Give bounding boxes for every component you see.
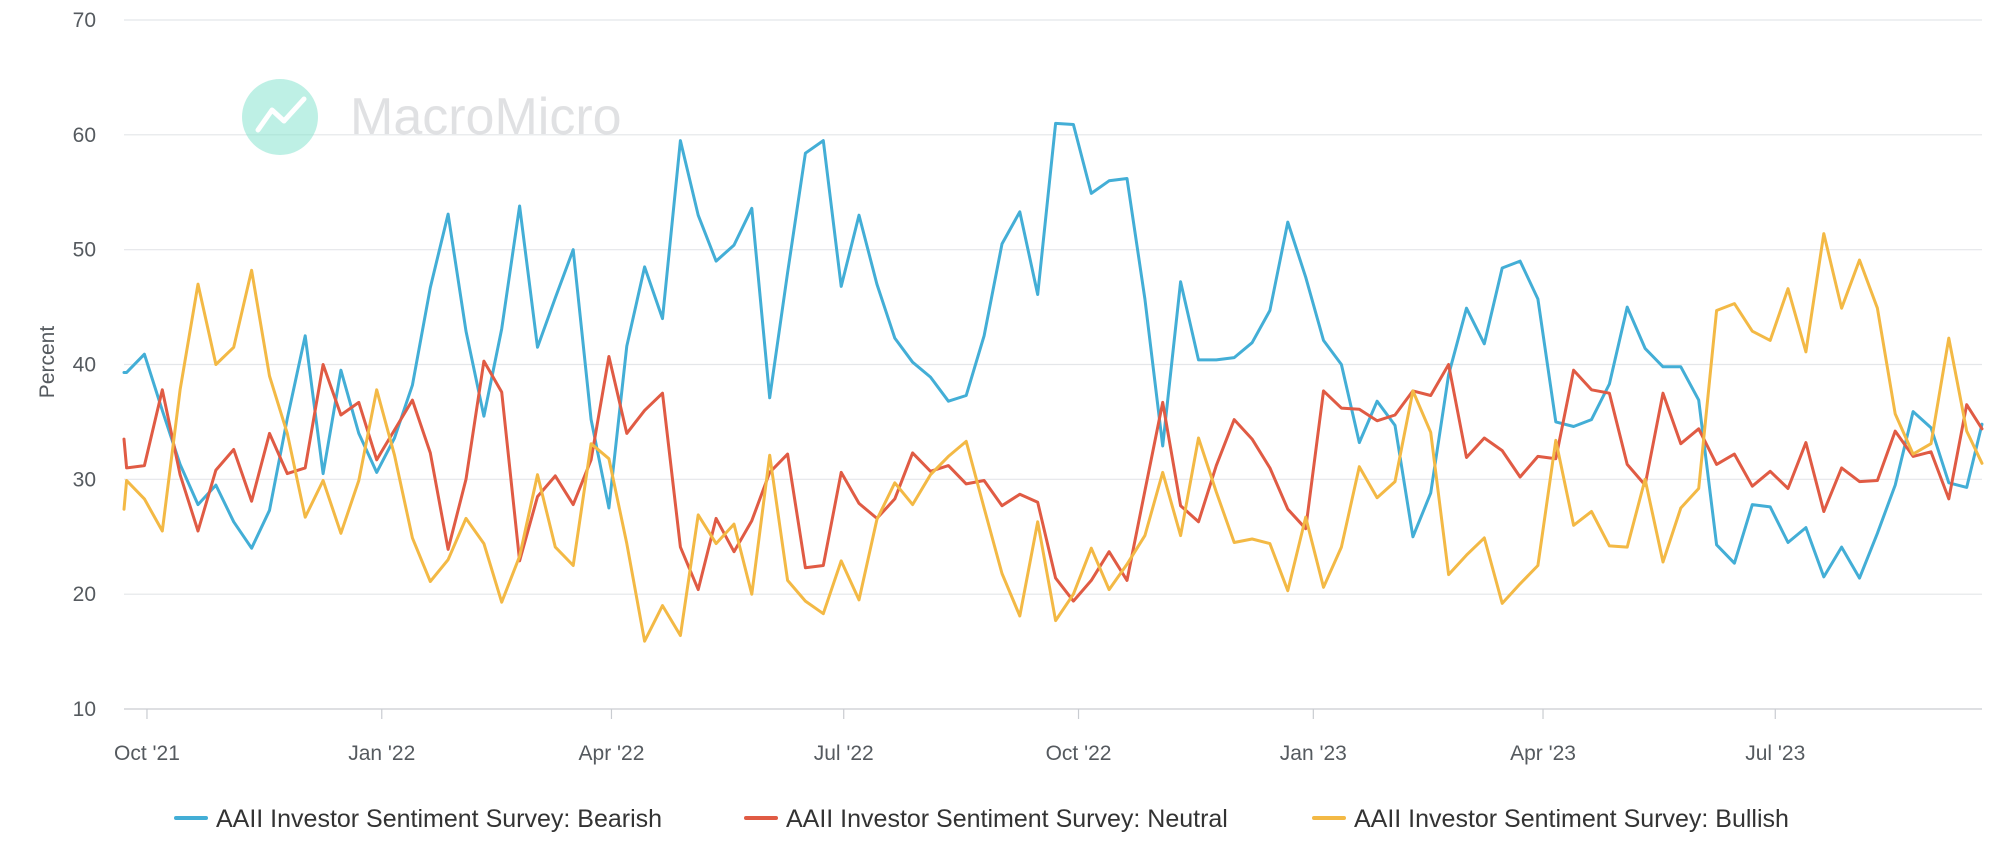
x-tick-label: Jul '22: [814, 742, 874, 765]
y-tick-label: 20: [73, 583, 96, 606]
legend-item-1[interactable]: AAII Investor Sentiment Survey: Bearish: [174, 805, 662, 833]
legend[interactable]: AAII Investor Sentiment Survey: Bearish A…: [174, 805, 1789, 833]
series-line-1: [122, 121, 1984, 580]
x-tick-label: Apr '23: [1510, 742, 1576, 765]
legend-item-2[interactable]: AAII Investor Sentiment Survey: Neutral: [744, 805, 1228, 833]
watermark-text: MacroMicro: [350, 88, 622, 146]
legend-label: AAII Investor Sentiment Survey: Neutral: [786, 805, 1228, 833]
x-tick-label: Jul '23: [1745, 742, 1805, 765]
x-tick-label: Oct '21: [114, 742, 180, 765]
x-tick-label: Jan '22: [348, 742, 415, 765]
y-tick-label: 30: [73, 468, 96, 491]
legend-label: AAII Investor Sentiment Survey: Bearish: [216, 805, 662, 833]
legend-label: AAII Investor Sentiment Survey: Bullish: [1354, 805, 1789, 833]
series-line-2: [122, 355, 1984, 603]
y-axis-label: Percent: [36, 326, 59, 399]
axes: 10 20 30 40 50 60 70 Oct '21 Jan '22 Apr '22 Jul '…: [73, 9, 1806, 765]
y-tick-label: 10: [73, 698, 96, 721]
chart-logo-line: [255, 96, 307, 133]
y-tick-label: 70: [73, 9, 96, 32]
series-lines: [122, 121, 1984, 643]
x-tick-label: Jan '23: [1280, 742, 1347, 765]
y-tick-label: 40: [73, 354, 96, 377]
x-tick-label: Apr '22: [579, 742, 645, 765]
series-line-3: [122, 232, 1984, 643]
legend-item-3[interactable]: AAII Investor Sentiment Survey: Bullish: [1312, 805, 1789, 833]
y-tick-label: 50: [73, 239, 96, 262]
watermark: MacroMicro: [242, 79, 622, 155]
y-tick-label: 60: [73, 124, 96, 147]
x-tick-label: Oct '22: [1046, 742, 1112, 765]
